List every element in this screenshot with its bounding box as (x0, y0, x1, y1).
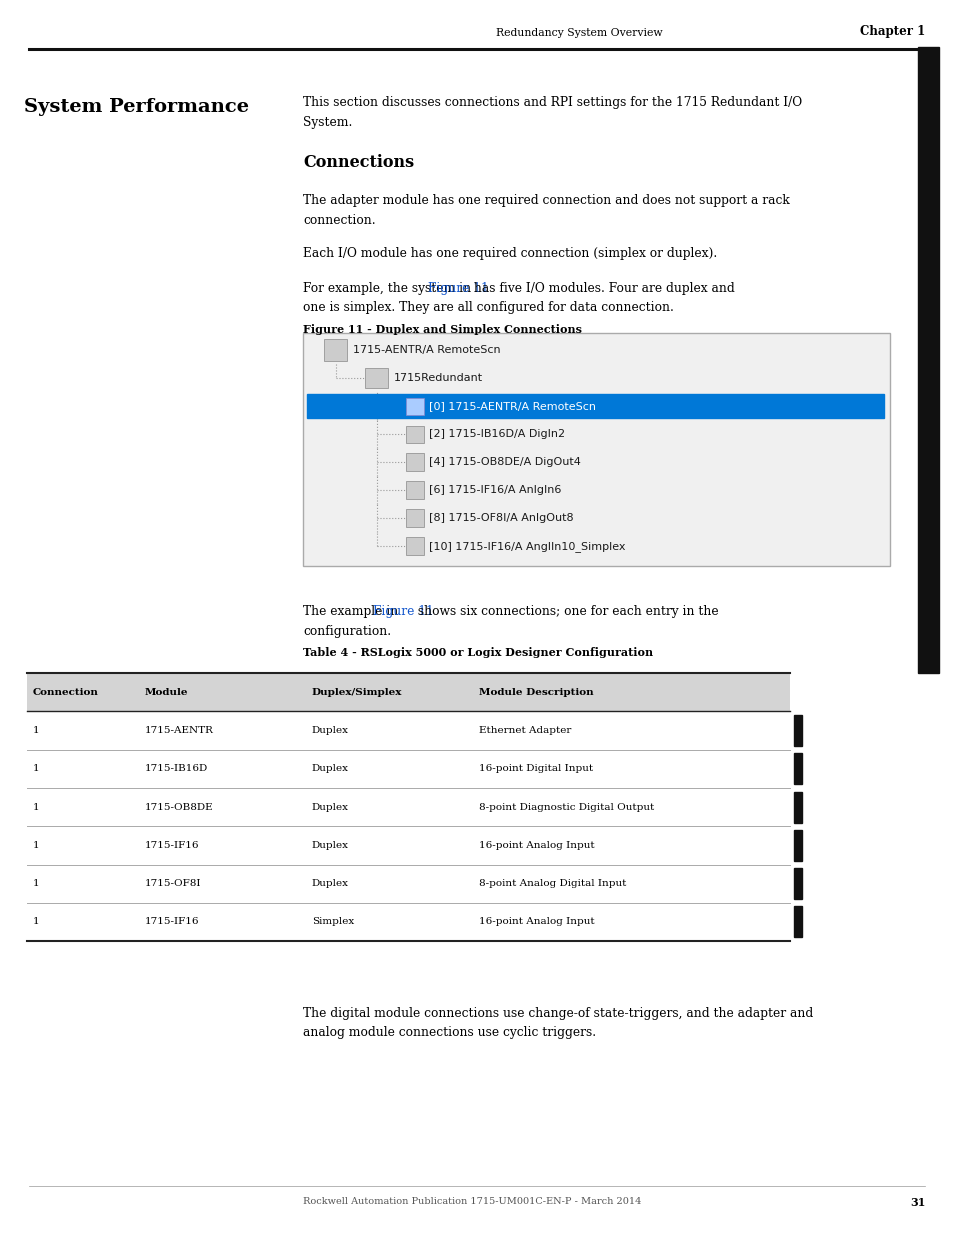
Text: Table 4 - RSLogix 5000 or Logix Designer Configuration: Table 4 - RSLogix 5000 or Logix Designer… (303, 647, 653, 658)
Text: Duplex: Duplex (312, 841, 349, 850)
Text: Figure 11 - Duplex and Simplex Connections: Figure 11 - Duplex and Simplex Connectio… (303, 324, 581, 335)
Text: 1715-AENTR: 1715-AENTR (145, 726, 213, 735)
Text: This section discusses connections and RPI settings for the 1715 Redundant I/O: This section discusses connections and R… (303, 96, 801, 110)
Text: Connections: Connections (303, 154, 414, 172)
Bar (307, 394, 883, 419)
Text: Module: Module (145, 688, 189, 697)
Text: has five I/O modules. Four are duplex and: has five I/O modules. Four are duplex an… (470, 282, 734, 295)
Text: 1715-IB16D: 1715-IB16D (145, 764, 208, 773)
Text: Duplex: Duplex (312, 879, 349, 888)
Bar (793, 830, 801, 861)
Text: 8-point Diagnostic Digital Output: 8-point Diagnostic Digital Output (478, 803, 654, 811)
Text: 16-point Analog Input: 16-point Analog Input (478, 841, 594, 850)
Bar (406, 426, 423, 443)
Text: [8] 1715-OF8I/A AnlgOut8: [8] 1715-OF8I/A AnlgOut8 (429, 513, 574, 524)
Text: 1715-IF16: 1715-IF16 (145, 841, 199, 850)
Bar (793, 868, 801, 899)
Text: 1: 1 (32, 726, 39, 735)
Bar (917, 47, 938, 673)
Text: 8-point Analog Digital Input: 8-point Analog Digital Input (478, 879, 625, 888)
Bar (365, 368, 388, 388)
Text: Duplex: Duplex (312, 764, 349, 773)
Text: Module Description: Module Description (478, 688, 593, 697)
Text: 1: 1 (32, 879, 39, 888)
Text: 1: 1 (32, 803, 39, 811)
Text: 1: 1 (32, 918, 39, 926)
Text: Duplex: Duplex (312, 803, 349, 811)
Text: [2] 1715-IB16D/A DigIn2: [2] 1715-IB16D/A DigIn2 (429, 429, 565, 440)
Bar (27, 711, 789, 750)
Text: connection.: connection. (303, 214, 375, 227)
Bar (406, 398, 423, 415)
Text: The adapter module has one required connection and does not support a rack: The adapter module has one required conn… (303, 194, 789, 207)
Text: System.: System. (303, 116, 353, 130)
Text: [6] 1715-IF16/A AnlgIn6: [6] 1715-IF16/A AnlgIn6 (429, 485, 561, 495)
Bar (793, 715, 801, 746)
Text: Figure 11: Figure 11 (373, 605, 433, 619)
Bar (27, 673, 789, 711)
Text: configuration.: configuration. (303, 625, 391, 638)
Text: The digital module connections use change-of state-triggers, and the adapter and: The digital module connections use chang… (303, 1007, 813, 1020)
Bar (324, 340, 347, 362)
Text: analog module connections use cyclic triggers.: analog module connections use cyclic tri… (303, 1026, 596, 1040)
Text: [4] 1715-OB8DE/A DigOut4: [4] 1715-OB8DE/A DigOut4 (429, 457, 580, 467)
Bar (793, 906, 801, 937)
Text: For example, the system in: For example, the system in (303, 282, 475, 295)
Bar (406, 509, 423, 526)
Text: 31: 31 (909, 1197, 924, 1208)
Bar (793, 753, 801, 784)
Text: 1715-IF16: 1715-IF16 (145, 918, 199, 926)
Text: [10] 1715-IF16/A AnglIn10_Simplex: [10] 1715-IF16/A AnglIn10_Simplex (429, 541, 625, 552)
Bar (406, 537, 423, 555)
Text: 1715Redundant: 1715Redundant (394, 373, 482, 383)
Text: 1715-OF8I: 1715-OF8I (145, 879, 201, 888)
Text: 1715-OB8DE: 1715-OB8DE (145, 803, 213, 811)
Text: Figure 11: Figure 11 (428, 282, 489, 295)
Text: Duplex: Duplex (312, 726, 349, 735)
Bar (406, 482, 423, 499)
Bar (793, 792, 801, 823)
Bar (27, 864, 789, 903)
Text: shows six connections; one for each entry in the: shows six connections; one for each entr… (414, 605, 719, 619)
Text: System Performance: System Performance (24, 98, 249, 116)
Text: Connection: Connection (32, 688, 98, 697)
Text: Chapter 1: Chapter 1 (860, 25, 924, 38)
Text: 1: 1 (32, 764, 39, 773)
Text: Rockwell Automation Publication 1715-UM001C-EN-P - March 2014: Rockwell Automation Publication 1715-UM0… (303, 1197, 641, 1205)
Text: Each I/O module has one required connection (simplex or duplex).: Each I/O module has one required connect… (303, 247, 717, 261)
Text: The example in: The example in (303, 605, 402, 619)
Text: [0] 1715-AENTR/A RemoteScn: [0] 1715-AENTR/A RemoteScn (429, 401, 596, 411)
Bar (27, 788, 789, 826)
Bar (27, 903, 789, 941)
Text: 1: 1 (32, 841, 39, 850)
Text: 16-point Digital Input: 16-point Digital Input (478, 764, 593, 773)
Bar (27, 750, 789, 788)
Text: Duplex/Simplex: Duplex/Simplex (312, 688, 402, 697)
Text: Ethernet Adapter: Ethernet Adapter (478, 726, 571, 735)
Bar (406, 453, 423, 471)
Text: 1715-AENTR/A RemoteScn: 1715-AENTR/A RemoteScn (353, 346, 500, 356)
Text: Redundancy System Overview: Redundancy System Overview (496, 28, 662, 38)
Bar (303, 333, 889, 566)
Text: 16-point Analog Input: 16-point Analog Input (478, 918, 594, 926)
Text: Simplex: Simplex (312, 918, 354, 926)
Text: one is simplex. They are all configured for data connection.: one is simplex. They are all configured … (303, 301, 674, 315)
Bar (27, 826, 789, 864)
